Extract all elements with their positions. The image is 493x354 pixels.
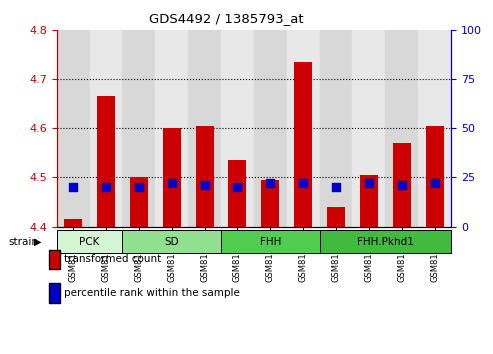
- Point: [431, 181, 439, 186]
- Bar: [122, 30, 155, 227]
- Bar: [261, 180, 280, 227]
- Point: [234, 184, 242, 190]
- Point: [266, 181, 274, 186]
- Text: percentile rank within the sample: percentile rank within the sample: [64, 288, 240, 298]
- Text: GDS4492 / 1385793_at: GDS4492 / 1385793_at: [149, 12, 304, 25]
- Bar: [418, 30, 451, 227]
- Text: SD: SD: [165, 236, 179, 247]
- Point: [168, 181, 176, 186]
- Bar: [64, 219, 82, 227]
- Text: strain: strain: [9, 237, 39, 247]
- Bar: [97, 96, 115, 227]
- Bar: [221, 230, 319, 253]
- Bar: [188, 30, 221, 227]
- Bar: [90, 30, 122, 227]
- Point: [299, 181, 307, 186]
- Bar: [319, 230, 451, 253]
- Point: [332, 184, 340, 190]
- Bar: [130, 177, 148, 227]
- Text: FHH.Pkhd1: FHH.Pkhd1: [357, 236, 414, 247]
- Bar: [228, 160, 246, 227]
- Text: transformed count: transformed count: [64, 255, 161, 264]
- Bar: [196, 126, 213, 227]
- Bar: [352, 30, 386, 227]
- Bar: [57, 230, 122, 253]
- Bar: [360, 175, 378, 227]
- Bar: [327, 207, 345, 227]
- Bar: [386, 30, 418, 227]
- Bar: [163, 129, 181, 227]
- Point: [102, 184, 110, 190]
- Point: [135, 184, 143, 190]
- Bar: [319, 30, 352, 227]
- Bar: [294, 62, 312, 227]
- Bar: [393, 143, 411, 227]
- Text: ▶: ▶: [34, 237, 41, 247]
- Bar: [57, 30, 90, 227]
- Point: [201, 182, 209, 188]
- Text: PCK: PCK: [79, 236, 100, 247]
- Bar: [425, 126, 444, 227]
- Bar: [221, 30, 254, 227]
- Point: [398, 182, 406, 188]
- Bar: [155, 30, 188, 227]
- Point: [365, 181, 373, 186]
- Bar: [122, 230, 221, 253]
- Text: FHH: FHH: [260, 236, 281, 247]
- Bar: [254, 30, 287, 227]
- Point: [69, 184, 77, 190]
- Bar: [287, 30, 319, 227]
